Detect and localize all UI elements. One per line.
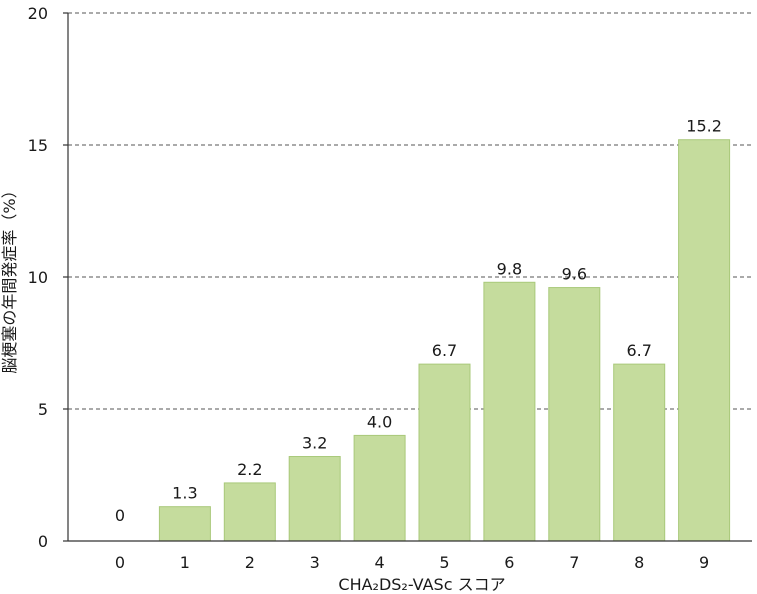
y-tick-label: 15 <box>28 136 48 155</box>
data-label-score-7: 9.6 <box>562 265 587 284</box>
x-tick-label: 6 <box>504 553 514 572</box>
x-axis-title: CHA₂DS₂-VASc スコア <box>338 575 505 594</box>
x-tick-label: 8 <box>634 553 644 572</box>
x-tick-label: 4 <box>375 553 385 572</box>
x-tick-label: 2 <box>245 553 255 572</box>
data-label-score-4: 4.0 <box>367 412 392 431</box>
x-tick-label: 3 <box>310 553 320 572</box>
data-label-score-2: 2.2 <box>237 460 262 479</box>
x-tick-label: 5 <box>439 553 449 572</box>
data-label-score-8: 6.7 <box>626 341 651 360</box>
x-tick-label: 9 <box>699 553 709 572</box>
data-label-score-9: 15.2 <box>686 117 722 136</box>
data-label-score-1: 1.3 <box>172 484 197 503</box>
bar-score-6 <box>483 281 536 542</box>
y-tick-labels: 0 5 10 15 20 <box>28 4 68 551</box>
bars <box>158 139 731 542</box>
y-axis-title: 脳梗塞の年間発症率（%） <box>0 182 19 373</box>
y-tick-label: 0 <box>38 532 48 551</box>
data-label-score-6: 9.8 <box>497 259 522 278</box>
bar-score-2 <box>223 482 276 542</box>
bar-score-4 <box>353 434 406 542</box>
y-tick-label: 10 <box>28 268 48 287</box>
x-tick-label: 1 <box>180 553 190 572</box>
y-tick-label: 5 <box>38 400 48 419</box>
y-tick-label: 20 <box>28 4 48 23</box>
bar-score-5 <box>418 363 471 542</box>
data-label-score-0: 0 <box>115 506 125 525</box>
bar-score-8 <box>613 363 666 542</box>
bar-score-7 <box>548 287 601 542</box>
x-tick-label: 0 <box>115 553 125 572</box>
bar-score-1 <box>158 506 211 542</box>
data-label-score-5: 6.7 <box>432 341 457 360</box>
bar-score-9 <box>678 139 731 542</box>
x-tick-label: 7 <box>569 553 579 572</box>
data-labels: 0 1.3 2.2 3.2 4.0 6.7 9.8 9.6 6.7 15.2 <box>115 117 722 525</box>
bar-score-3 <box>288 456 341 542</box>
data-label-score-3: 3.2 <box>302 434 327 453</box>
x-tick-labels: 0 1 2 3 4 5 6 7 8 9 <box>115 553 709 572</box>
